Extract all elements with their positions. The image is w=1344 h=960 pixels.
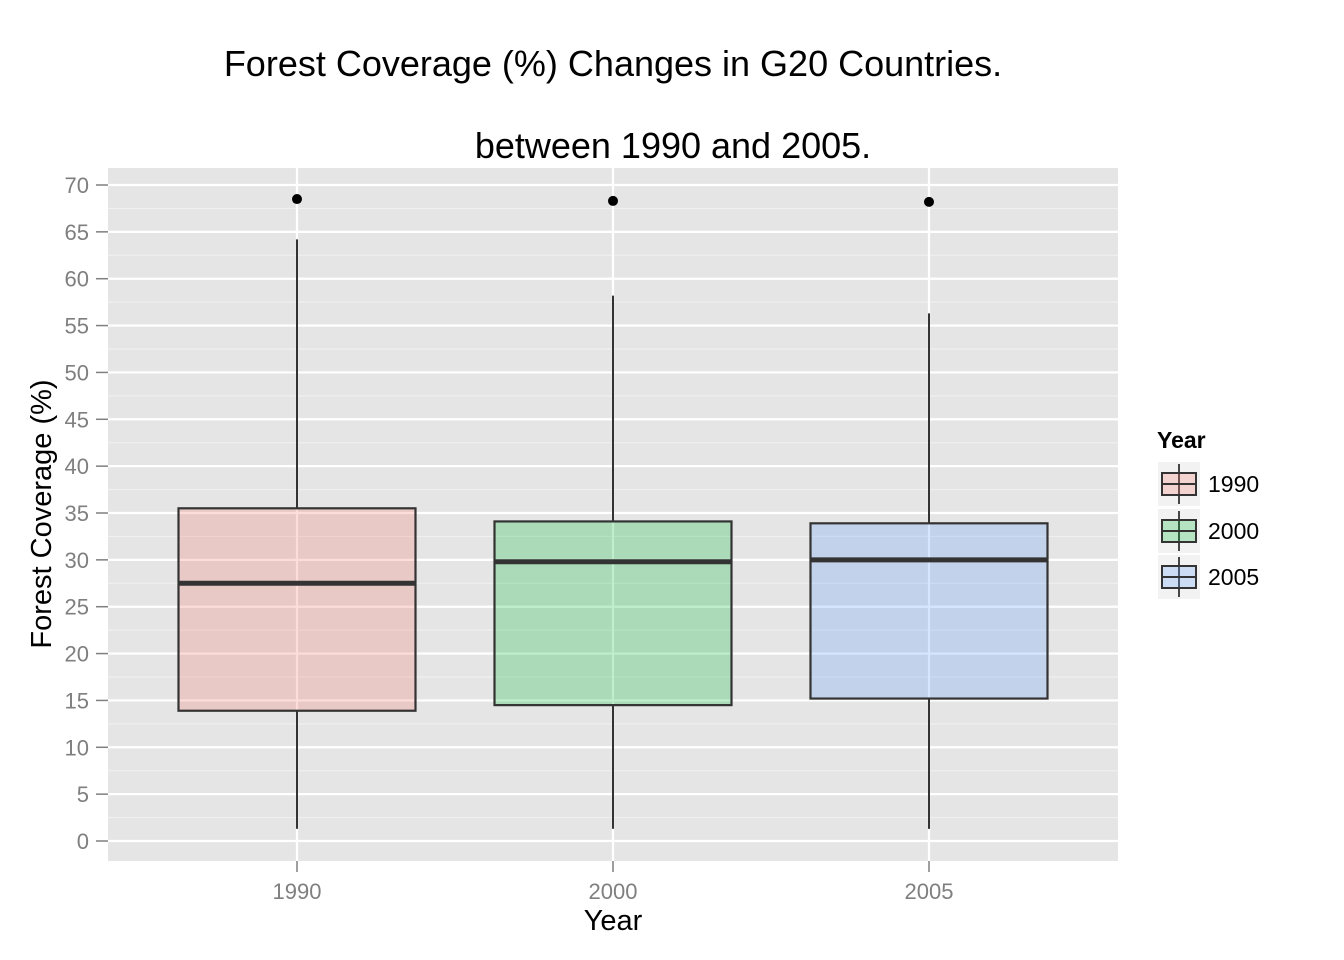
y-tick-label: 60 <box>65 267 89 292</box>
legend-key-2005 <box>1158 555 1200 599</box>
outlier-point <box>924 196 934 207</box>
y-tick-label: 5 <box>77 782 89 807</box>
legend-key-2000 <box>1158 509 1200 553</box>
y-tick-label: 0 <box>77 829 89 854</box>
y-tick-label: 30 <box>65 548 89 573</box>
outlier-point <box>292 194 302 205</box>
y-tick-label: 70 <box>65 173 89 198</box>
chart-subtitle: between 1990 and 2005. <box>475 125 871 166</box>
y-tick-label: 15 <box>65 688 89 713</box>
legend-label-2000: 2000 <box>1208 518 1259 544</box>
x-tick-label: 2000 <box>589 879 638 904</box>
y-axis-ticks: 0 5 10 15 20 25 30 35 40 45 50 55 60 65 70 <box>65 173 108 854</box>
y-tick-label: 40 <box>65 454 89 479</box>
legend-title: Year <box>1157 427 1206 453</box>
box-2005 <box>809 196 1049 829</box>
y-tick-label: 35 <box>65 501 89 526</box>
legend-label-1990: 1990 <box>1208 471 1259 497</box>
y-tick-label: 10 <box>65 735 89 760</box>
y-tick-label: 45 <box>65 407 89 432</box>
y-tick-label: 25 <box>65 595 89 620</box>
box-2000 <box>493 195 733 829</box>
y-tick-label: 50 <box>65 360 89 385</box>
y-axis-title: Forest Coverage (%) <box>26 379 58 648</box>
chart-title: Forest Coverage (%) Changes in G20 Count… <box>224 43 1002 84</box>
x-axis-ticks: 1990 2000 2005 <box>273 861 954 904</box>
legend: Year 1990 2000 2005 <box>1157 427 1259 599</box>
legend-label-2005: 2005 <box>1208 564 1259 590</box>
box-1990 <box>177 194 417 829</box>
outlier-point <box>608 195 618 206</box>
y-tick-label: 20 <box>65 642 89 667</box>
box-body <box>493 520 733 707</box>
x-axis-title: Year <box>584 905 643 937</box>
y-tick-label: 55 <box>65 314 89 339</box>
box-body <box>177 507 417 712</box>
legend-key-1990 <box>1158 462 1200 506</box>
y-tick-label: 65 <box>65 220 89 245</box>
box-body <box>809 522 1049 700</box>
x-tick-label: 2005 <box>905 879 954 904</box>
boxplot-series <box>177 194 1049 829</box>
x-tick-label: 1990 <box>273 879 322 904</box>
